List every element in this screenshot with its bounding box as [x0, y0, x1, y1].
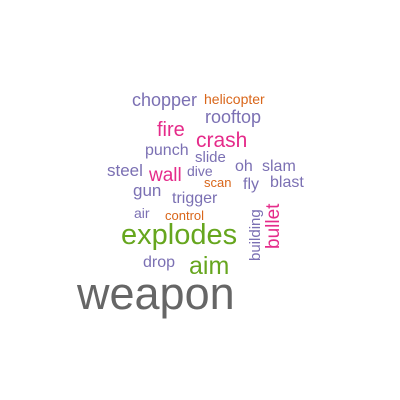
- word-rooftop: rooftop: [205, 108, 261, 126]
- word-building: building: [248, 209, 263, 261]
- word-steel: steel: [107, 162, 143, 179]
- word-blast: blast: [270, 175, 304, 191]
- word-oh: oh: [235, 159, 253, 175]
- word-slam: slam: [262, 159, 296, 175]
- word-trigger: trigger: [172, 191, 217, 207]
- word-explodes: explodes: [121, 221, 237, 250]
- word-weapon: weapon: [77, 271, 235, 316]
- word-scan: scan: [204, 176, 231, 189]
- word-bullet: bullet: [264, 204, 283, 249]
- word-gun: gun: [133, 182, 161, 199]
- word-air: air: [134, 206, 150, 220]
- word-crash: crash: [196, 130, 247, 151]
- word-chopper: chopper: [132, 91, 197, 109]
- word-fire: fire: [157, 120, 185, 140]
- word-fly: fly: [243, 177, 259, 193]
- word-helicopter: helicopter: [204, 92, 265, 106]
- word-punch: punch: [145, 143, 189, 159]
